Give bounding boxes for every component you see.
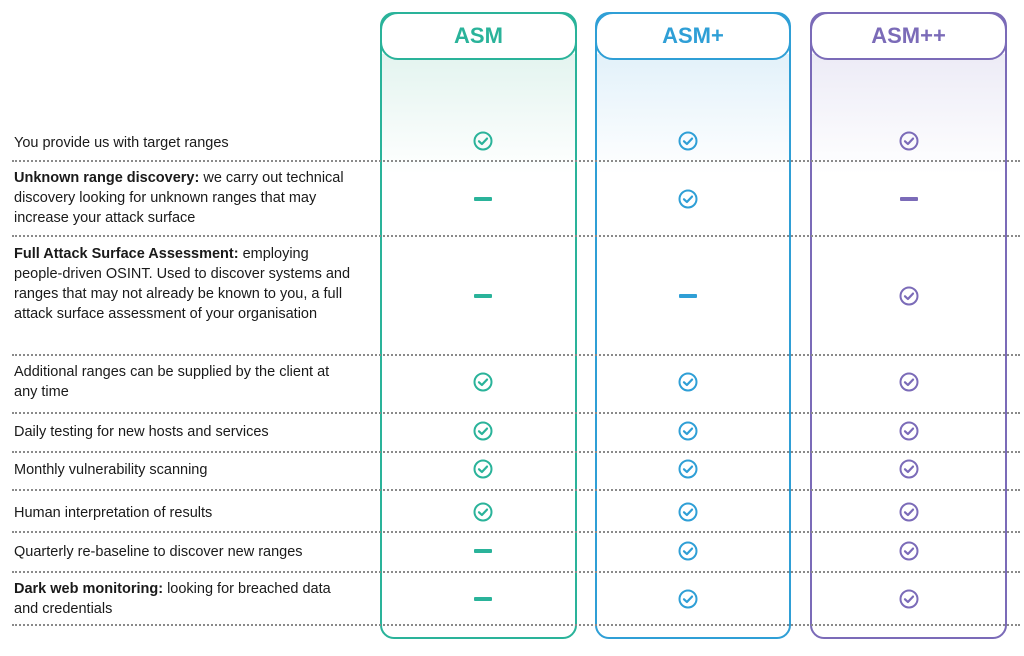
row-divider — [12, 235, 1020, 237]
check-circle-icon — [899, 502, 919, 522]
check-circle-icon — [678, 502, 698, 522]
row-divider — [12, 489, 1020, 491]
feature-label-text: we carry out technical discovery looking… — [14, 170, 344, 226]
row-divider — [12, 354, 1020, 356]
column-shade — [382, 54, 575, 174]
feature-label: Full Attack Surface Assessment: employin… — [14, 244, 354, 324]
dash-icon — [900, 197, 918, 201]
feature-label-text: Human interpretation of results — [14, 505, 213, 521]
check-circle-icon — [678, 589, 698, 609]
check-circle-icon — [678, 459, 698, 479]
check-circle-icon — [678, 131, 698, 151]
feature-label-text: Daily testing for new hosts and services — [14, 424, 269, 440]
feature-label-bold: Unknown range discovery: — [14, 170, 200, 186]
dash-icon — [474, 597, 492, 601]
tier-column-asm-plus-plus: ASM++ — [810, 12, 1007, 639]
tier-column-asm: ASM — [380, 12, 577, 639]
column-shade — [597, 54, 789, 174]
check-circle-icon — [899, 421, 919, 441]
check-circle-icon — [899, 459, 919, 479]
dash-icon — [474, 549, 492, 553]
check-circle-icon — [899, 372, 919, 392]
dash-icon — [474, 197, 492, 201]
row-divider — [12, 624, 1020, 626]
dash-icon — [474, 294, 492, 298]
check-circle-icon — [473, 372, 493, 392]
check-circle-icon — [899, 286, 919, 306]
row-divider — [12, 531, 1020, 533]
tier-header-asm-plus: ASM+ — [595, 12, 791, 60]
tier-column-asm-plus: ASM+ — [595, 12, 791, 639]
check-circle-icon — [473, 421, 493, 441]
tier-header-asm-plus-plus: ASM++ — [810, 12, 1007, 60]
dash-icon — [679, 294, 697, 298]
check-circle-icon — [678, 372, 698, 392]
feature-label: Monthly vulnerability scanning — [14, 460, 354, 480]
feature-label-text: Additional ranges can be supplied by the… — [14, 364, 330, 400]
check-circle-icon — [678, 421, 698, 441]
column-shade — [812, 54, 1005, 174]
feature-label-bold: Full Attack Surface Assessment: — [14, 246, 239, 262]
feature-label: Additional ranges can be supplied by the… — [14, 362, 354, 402]
check-circle-icon — [678, 541, 698, 561]
check-circle-icon — [678, 189, 698, 209]
feature-label-text: Quarterly re-baseline to discover new ra… — [14, 544, 303, 560]
feature-label: You provide us with target ranges — [14, 133, 354, 153]
feature-label-text: You provide us with target ranges — [14, 135, 229, 151]
row-divider — [12, 571, 1020, 573]
feature-label: Unknown range discovery: we carry out te… — [14, 168, 354, 228]
check-circle-icon — [473, 131, 493, 151]
check-circle-icon — [473, 459, 493, 479]
feature-label-text: Monthly vulnerability scanning — [14, 462, 208, 478]
feature-label-bold: Dark web monitoring: — [14, 581, 164, 597]
tier-header-asm: ASM — [380, 12, 577, 60]
row-divider — [12, 412, 1020, 414]
row-divider — [12, 160, 1020, 162]
check-circle-icon — [899, 131, 919, 151]
feature-label: Dark web monitoring: looking for breache… — [14, 579, 354, 619]
feature-label-text: employing people-driven OSINT. Used to d… — [14, 246, 351, 322]
row-divider — [12, 451, 1020, 453]
feature-label: Quarterly re-baseline to discover new ra… — [14, 542, 354, 562]
check-circle-icon — [473, 502, 493, 522]
check-circle-icon — [899, 589, 919, 609]
feature-label-text: looking for breached data and credential… — [14, 581, 331, 617]
feature-label: Human interpretation of results — [14, 503, 354, 523]
feature-label: Daily testing for new hosts and services — [14, 422, 354, 442]
check-circle-icon — [899, 541, 919, 561]
